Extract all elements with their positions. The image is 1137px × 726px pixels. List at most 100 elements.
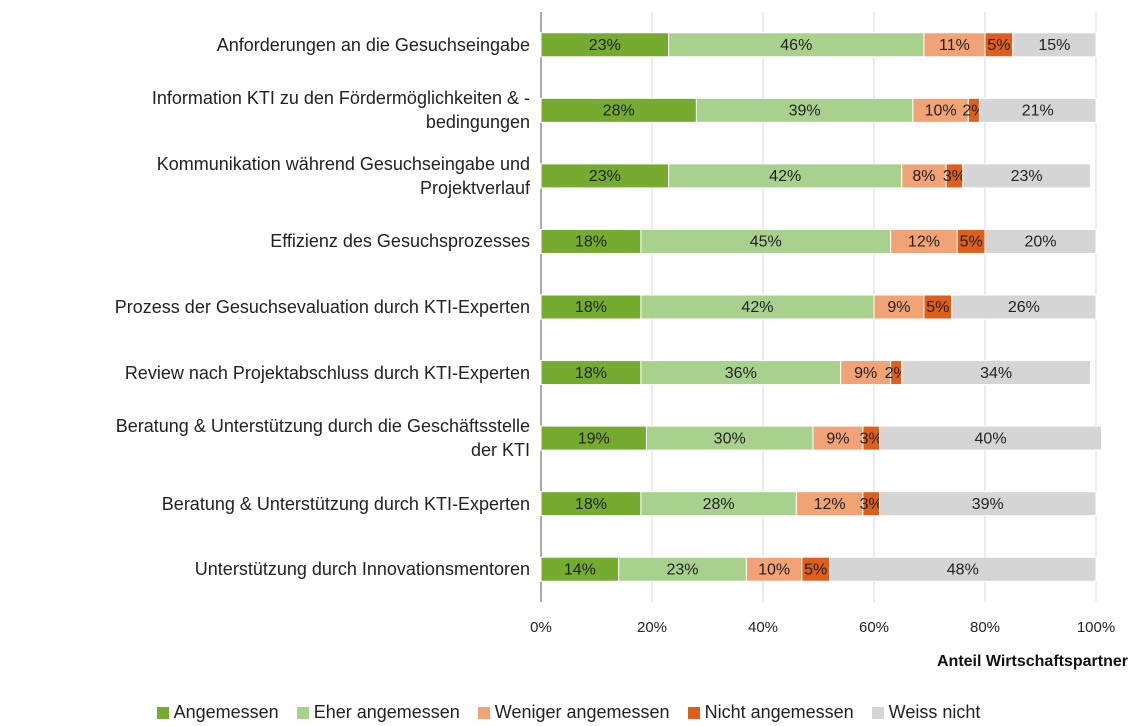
legend-swatch xyxy=(871,706,884,719)
bar-segment xyxy=(829,556,1097,582)
data-label: 40% xyxy=(975,430,1007,447)
legend-item: Nicht angemessen xyxy=(687,702,854,723)
legend-item: Weniger angemessen xyxy=(477,702,670,723)
data-label: 48% xyxy=(947,561,979,578)
bar-segment xyxy=(923,32,986,58)
data-label: 28% xyxy=(703,496,735,513)
x-tick-label: 80% xyxy=(970,619,1000,636)
bar-segment xyxy=(540,491,642,517)
category-label: Review nach Projektabschluss durch KTI-E… xyxy=(124,362,530,383)
data-label: 18% xyxy=(575,299,607,316)
data-label: 45% xyxy=(750,234,782,251)
data-label: 8% xyxy=(912,168,935,185)
data-label: 18% xyxy=(575,496,607,513)
category-label: Prozess der Gesuchsevaluation durch KTI-… xyxy=(114,297,530,317)
data-label: 26% xyxy=(1008,299,1040,316)
legend-swatch xyxy=(296,706,309,719)
data-label: 11% xyxy=(939,37,970,54)
x-axis-title: Anteil Wirtschaftspartner xyxy=(937,653,1128,670)
bar-segment xyxy=(962,163,1091,189)
bar-segment xyxy=(540,556,620,582)
data-label: 19% xyxy=(578,430,610,447)
bar-segment xyxy=(795,491,864,517)
bar-segment xyxy=(879,425,1103,451)
bar-segment xyxy=(745,556,803,582)
legend-item: Weiss nicht xyxy=(871,702,981,723)
bar-segment xyxy=(540,360,642,386)
data-label: 23% xyxy=(589,37,621,54)
x-tick-label: 40% xyxy=(748,619,778,636)
data-label: 23% xyxy=(589,168,621,185)
bar-segment xyxy=(540,294,642,320)
data-label: 20% xyxy=(1024,234,1056,251)
bar-segment xyxy=(640,491,797,517)
category-label: Beratung & Unterstützung durch KTI-Exper… xyxy=(161,493,530,514)
category-label: Effizienz des Gesuchsprozesses xyxy=(270,231,530,252)
data-label: 5% xyxy=(804,561,827,578)
bar-segment xyxy=(695,97,914,123)
data-label: 21% xyxy=(1022,103,1054,120)
data-label: 9% xyxy=(826,430,849,447)
legend-item: Eher angemessen xyxy=(296,702,460,723)
data-label: 5% xyxy=(926,299,949,316)
data-label: 18% xyxy=(575,365,607,382)
category-label: Information KTI zu den Fördermöglichkeit… xyxy=(151,88,530,133)
bar-segment xyxy=(640,294,875,320)
legend-label: Weiss nicht xyxy=(888,702,981,722)
data-label: 5% xyxy=(987,37,1010,54)
data-label: 12% xyxy=(814,496,846,513)
data-label: 30% xyxy=(714,430,746,447)
bar-segment xyxy=(984,228,1097,254)
data-label: 42% xyxy=(741,299,773,316)
data-label: 39% xyxy=(972,496,1004,513)
bar-segment xyxy=(540,425,647,451)
data-label: 9% xyxy=(854,365,877,382)
bar-segment xyxy=(668,32,925,58)
data-label: 15% xyxy=(1038,37,1070,54)
bar-segment xyxy=(640,360,842,386)
bar-segment xyxy=(645,425,814,451)
legend-item: Angemessen xyxy=(156,702,279,723)
data-label: 9% xyxy=(887,299,910,316)
data-label: 3% xyxy=(860,496,883,513)
bar-segment xyxy=(801,556,831,582)
legend-swatch xyxy=(156,706,169,719)
bar-segment xyxy=(879,491,1097,517)
legend-swatch xyxy=(687,706,700,719)
bar-segment xyxy=(984,32,1014,58)
data-label: 34% xyxy=(980,365,1012,382)
legend-label: Nicht angemessen xyxy=(704,702,854,722)
data-label: 10% xyxy=(758,561,790,578)
data-label: 23% xyxy=(667,561,699,578)
data-label: 28% xyxy=(603,103,635,120)
data-label: 5% xyxy=(960,234,983,251)
data-label: 23% xyxy=(1011,168,1043,185)
bar-segment xyxy=(640,228,892,254)
data-label: 36% xyxy=(725,365,757,382)
legend: Angemessen Eher angemessen Weniger angemes… xyxy=(0,702,1137,723)
category-label: Unterstützung durch Innovationsmentoren xyxy=(194,559,530,580)
data-label: 14% xyxy=(564,561,596,578)
x-tick-label: 0% xyxy=(530,619,552,636)
bar-segment xyxy=(890,228,958,254)
data-label: 18% xyxy=(575,234,607,251)
bar-segment xyxy=(978,97,1097,123)
bar-segment xyxy=(873,294,925,320)
data-label: 10% xyxy=(925,103,957,120)
bar-segment xyxy=(951,294,1097,320)
category-label: Kommunikation während Gesuchseingabe und… xyxy=(156,153,530,198)
bar-segment xyxy=(1012,32,1097,58)
data-label: 46% xyxy=(780,37,812,54)
data-label: 42% xyxy=(769,168,801,185)
bar-segment xyxy=(540,228,642,254)
x-tick-label: 20% xyxy=(637,619,667,636)
category-label: Anforderungen an die Gesuchseingabe xyxy=(216,34,530,55)
bar-segment xyxy=(912,97,969,123)
bar-segment xyxy=(901,360,1091,386)
bar-segment xyxy=(923,294,953,320)
bar-segment xyxy=(540,32,670,58)
data-label: 12% xyxy=(908,234,940,251)
legend-label: Eher angemessen xyxy=(313,702,460,722)
